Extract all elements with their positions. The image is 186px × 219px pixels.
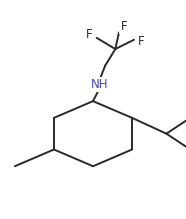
Text: F: F [138, 35, 145, 48]
Text: F: F [86, 28, 93, 41]
Text: NH: NH [91, 78, 108, 91]
Text: F: F [120, 20, 127, 33]
